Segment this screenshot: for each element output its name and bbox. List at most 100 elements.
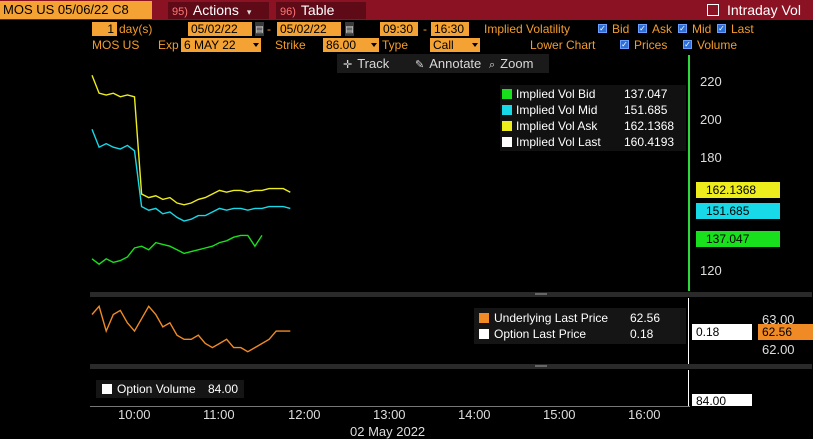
- volume-legend-value: 84.00: [208, 382, 239, 396]
- table-label: Table: [300, 2, 335, 18]
- strike-dropdown[interactable]: 86.00: [323, 38, 379, 52]
- lower-volume-divider[interactable]: [90, 364, 812, 369]
- mid-swatch: [502, 105, 512, 115]
- legend-bid-value: 137.047: [624, 87, 668, 101]
- annotate-label: Annotate: [429, 56, 482, 71]
- y-tick-220: 220: [700, 74, 722, 89]
- actions-menu-button[interactable]: 95) Actions ▾: [168, 2, 269, 19]
- volume-legend-label: Option Volume: [117, 382, 196, 396]
- ask-checkbox[interactable]: ✓: [638, 24, 647, 33]
- lower-tick-63: 63.00: [762, 312, 795, 327]
- legend-option-value: 0.18: [630, 327, 654, 341]
- upper-lower-divider[interactable]: [90, 292, 812, 297]
- legend-underlying: Underlying Last Price 62.56: [474, 310, 686, 326]
- legend-bid-label: Implied Vol Bid: [516, 87, 596, 101]
- legend-ask: Implied Vol Ask 162.1368: [500, 118, 686, 134]
- legend-option: Option Last Price 0.18: [474, 326, 686, 342]
- legend-last: Implied Vol Last 160.4193: [500, 134, 686, 150]
- expiry-dropdown[interactable]: 6 MAY 22: [181, 38, 261, 52]
- x-tick-1400: 14:00: [458, 407, 491, 422]
- legend-mid-label: Implied Vol Mid: [516, 103, 598, 117]
- window-title: Intraday Vol: [703, 2, 813, 19]
- magnifier-icon: ⌕: [489, 59, 496, 71]
- legend-ask-value: 162.1368: [624, 119, 675, 133]
- track-tool[interactable]: ✛ Track: [343, 54, 389, 73]
- divider-grip-2[interactable]: [535, 365, 547, 367]
- end-date-calendar-icon[interactable]: ▤: [345, 22, 354, 36]
- prices-checkbox[interactable]: ✓: [620, 40, 629, 49]
- volume-tag: 84.00: [692, 394, 752, 406]
- legend-underlying-label: Underlying Last Price: [494, 311, 609, 325]
- last-checkbox-label: Last: [731, 22, 754, 36]
- start-date-calendar-icon[interactable]: ▤: [255, 22, 264, 36]
- mode-label: Implied Volatility: [484, 22, 571, 36]
- popout-icon[interactable]: [707, 4, 719, 16]
- end-date-input[interactable]: 05/02/22: [277, 22, 341, 36]
- annotate-tool[interactable]: ✎ Annotate: [415, 54, 481, 73]
- x-tick-1100: 11:00: [203, 407, 235, 422]
- upper-series-implied-vol-mid: [91, 128, 291, 222]
- track-label: Track: [357, 56, 390, 71]
- last-checkbox[interactable]: ✓: [717, 24, 726, 33]
- y-tick-180: 180: [700, 150, 722, 165]
- start-time-input[interactable]: 09:30: [380, 22, 418, 36]
- underlying-price-tag: 62.56: [752, 324, 813, 340]
- lower-tick-62: 62.00: [762, 342, 795, 357]
- type-label: Type: [382, 38, 409, 52]
- ask-checkbox-label: Ask: [652, 22, 673, 36]
- ask-swatch: [502, 121, 512, 131]
- chevron-down-icon: ▾: [246, 7, 252, 17]
- lower-legend: Underlying Last Price 62.56 Option Last P…: [474, 308, 686, 344]
- legend-underlying-value: 62.56: [630, 311, 661, 325]
- upper-series-implied-vol-ask: [91, 74, 291, 206]
- bid-swatch: [502, 89, 512, 99]
- lower-chart-label: Lower Chart: [530, 38, 596, 52]
- date-dash: -: [267, 22, 271, 36]
- divider-grip[interactable]: [535, 293, 547, 295]
- zoom-tool[interactable]: ⌕ Zoom: [489, 54, 533, 73]
- legend-last-label: Implied Vol Last: [516, 135, 601, 149]
- window-title-text: Intraday Vol: [727, 2, 801, 18]
- bid-price-tag: 137.047: [690, 231, 780, 247]
- mid-checkbox[interactable]: ✓: [678, 24, 687, 33]
- upper-series-implied-vol-bid: [91, 234, 263, 266]
- y-tick-200: 200: [700, 112, 722, 127]
- upper-y-axis: [688, 55, 690, 291]
- security-label: MOS US: [92, 38, 140, 52]
- period-input[interactable]: 1: [92, 22, 117, 36]
- chart-toolbar: ✛ Track ✎ Annotate ⌕ Zoom: [337, 54, 549, 73]
- last-swatch: [502, 137, 512, 147]
- zoom-label: Zoom: [500, 56, 534, 71]
- option-price-tag: 0.18: [692, 324, 752, 340]
- volume-checkbox[interactable]: ✓: [683, 40, 692, 49]
- ticker-field[interactable]: MOS US 05/06/22 C8: [0, 1, 152, 19]
- table-button[interactable]: 96) Table: [276, 2, 366, 19]
- x-tick-1300: 13:00: [373, 407, 406, 422]
- strike-label: Strike: [275, 38, 306, 52]
- x-tick-1500: 15:00: [543, 407, 576, 422]
- period-unit-label: day(s): [119, 22, 153, 36]
- upper-legend: Implied Vol Bid 137.047 Implied Vol Mid 15…: [500, 85, 686, 151]
- x-tick-1200: 12:00: [288, 407, 321, 422]
- x-axis-date: 02 May 2022: [350, 424, 426, 439]
- ask-price-tag: 162.1368: [690, 182, 780, 198]
- legend-mid-value: 151.685: [624, 103, 668, 117]
- option-swatch: [479, 329, 489, 339]
- mid-checkbox-label: Mid: [692, 22, 712, 36]
- end-time-input[interactable]: 16:30: [431, 22, 469, 36]
- actions-shortcut: 95): [172, 6, 188, 18]
- start-date-input[interactable]: 05/02/22: [188, 22, 252, 36]
- volume-swatch: [102, 384, 112, 394]
- type-dropdown[interactable]: Call: [430, 38, 480, 52]
- x-axis-line: [90, 406, 690, 407]
- bid-checkbox-label: Bid: [612, 22, 630, 36]
- bid-checkbox[interactable]: ✓: [598, 24, 607, 33]
- lower-series-underlying-last-price: [91, 304, 291, 353]
- volume-y-axis: [688, 370, 689, 406]
- mid-price-tag: 151.685: [690, 203, 780, 219]
- legend-last-value: 160.4193: [624, 135, 675, 149]
- y-tick-120: 120: [700, 263, 722, 278]
- pencil-icon: ✎: [415, 59, 425, 71]
- legend-mid: Implied Vol Mid 151.685: [500, 102, 686, 118]
- prices-checkbox-label: Prices: [634, 38, 668, 52]
